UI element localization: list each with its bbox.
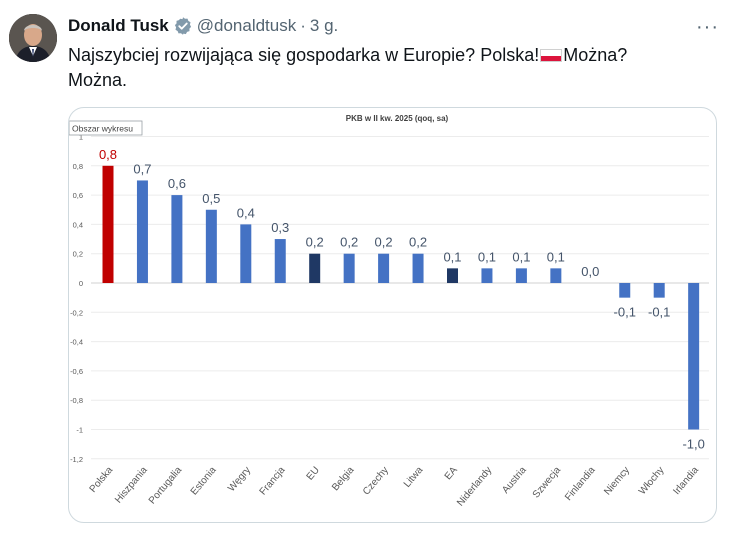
chart-area-label: Obszar wykresu <box>72 124 133 134</box>
x-tick-label: EA <box>443 465 460 483</box>
bar-szwecja <box>550 268 562 283</box>
data-label: 0,6 <box>168 176 186 191</box>
tweet-text-part1: Najszybciej rozwijająca się gospodarka w… <box>68 45 540 65</box>
separator-dot: · <box>300 16 306 35</box>
y-tick-label: 0,6 <box>73 191 83 200</box>
data-label: -0,1 <box>614 305 636 320</box>
data-label: 0,7 <box>133 161 151 176</box>
y-tick-label: 0,2 <box>73 250 83 259</box>
tweet-text-part2: Można? Można. <box>68 45 628 90</box>
tweet-header: Donald Tusk @donaldtusk · 3 g. <box>68 14 338 38</box>
avatar-image <box>9 14 57 62</box>
x-tick-label: Finlandia <box>563 465 598 503</box>
tweet-text: Najszybciej rozwijająca się gospodarka w… <box>68 43 688 93</box>
bar-eu <box>309 253 321 283</box>
x-tick-label: Litwa <box>402 465 426 490</box>
bar-czechy <box>378 253 390 283</box>
chart-title: PKB w II kw. 2025 (qoq, sa) <box>346 114 449 123</box>
data-label: -0,1 <box>648 305 670 320</box>
chart-area-tooltip <box>69 120 143 136</box>
x-tick-label: Niderlandy <box>455 465 494 509</box>
data-label: 0,2 <box>409 235 427 250</box>
data-label: 0,2 <box>340 235 358 250</box>
y-tick-label: -0,6 <box>70 367 83 376</box>
bar-estonia <box>205 209 217 283</box>
bar-irlandia <box>688 283 700 430</box>
x-tick-label: Portugalia <box>147 465 185 507</box>
bar-litwa <box>412 253 424 283</box>
y-tick-label: 0,4 <box>73 220 83 229</box>
bar-francja <box>274 239 286 283</box>
more-options-icon[interactable]: ··· <box>696 16 719 38</box>
x-tick-label: Irlandia <box>671 465 701 498</box>
x-tick-label: Francja <box>258 465 288 498</box>
gdp-bar-chart: 1 0,8 0,6 0,4 0,2 0 -0,2 -0,4 -0,6 -0,8 -1 -1,2 0,8… <box>69 114 709 509</box>
x-tick-label: EU <box>305 465 322 483</box>
data-label: 0,5 <box>202 191 220 206</box>
x-tick-label: Polska <box>88 465 116 495</box>
y-tick-label: -0,4 <box>70 338 83 347</box>
data-label: 0,1 <box>478 249 496 264</box>
y-tick-label: -1 <box>76 426 83 435</box>
tweet-timestamp[interactable]: 3 g. <box>309 16 339 35</box>
data-label: 0,8 <box>99 147 117 162</box>
data-label: 0,1 <box>443 249 461 264</box>
bar-węgry <box>240 224 252 283</box>
y-tick-label: 0,8 <box>73 162 83 171</box>
data-label: 0,2 <box>306 235 324 250</box>
x-tick-label: Włochy <box>637 465 667 497</box>
data-label: -1,0 <box>682 437 704 452</box>
author-handle[interactable]: @donaldtusk <box>196 16 297 35</box>
x-tick-label: Austria <box>500 465 529 496</box>
y-tick-label: -1,2 <box>70 455 83 464</box>
bar-włochy <box>653 283 665 298</box>
verified-badge-icon <box>174 17 191 35</box>
media-card[interactable]: 1 0,8 0,6 0,4 0,2 0 -0,2 -0,4 -0,6 -0,8 -1 -1,2 0,8… <box>68 107 717 523</box>
y-tick-label: 1 <box>79 133 83 142</box>
y-tick-label: -0,8 <box>70 396 83 405</box>
data-label: 0,2 <box>375 235 393 250</box>
x-tick-label: Estonia <box>189 465 219 498</box>
bar-polska <box>102 165 114 283</box>
y-tick-label: 0 <box>79 279 83 288</box>
data-label: 0,3 <box>271 220 289 235</box>
x-tick-label: Węgry <box>226 465 253 494</box>
x-tick-label: Szwecja <box>531 465 564 501</box>
poland-flag-icon <box>540 49 563 62</box>
bar-hiszpania <box>136 180 148 283</box>
bar-portugalia <box>171 195 183 283</box>
data-label: 0,4 <box>237 205 255 220</box>
avatar[interactable] <box>9 14 57 62</box>
x-tick-label: Belgia <box>330 465 357 494</box>
x-tick-label: Hiszpania <box>113 465 150 506</box>
bar-austria <box>515 268 527 283</box>
x-tick-label: Niemcy <box>602 465 632 498</box>
bar-ea <box>447 268 458 283</box>
data-label: 0,1 <box>512 249 530 264</box>
bar-belgia <box>343 253 355 283</box>
data-label: 0,0 <box>581 264 599 279</box>
author-name[interactable]: Donald Tusk <box>68 16 169 35</box>
y-tick-label: -0,2 <box>70 308 83 317</box>
x-tick-label: Czechy <box>361 465 391 498</box>
bar-niderlandy <box>481 268 493 283</box>
data-label: 0,1 <box>547 249 565 264</box>
bar-niemcy <box>619 283 631 298</box>
